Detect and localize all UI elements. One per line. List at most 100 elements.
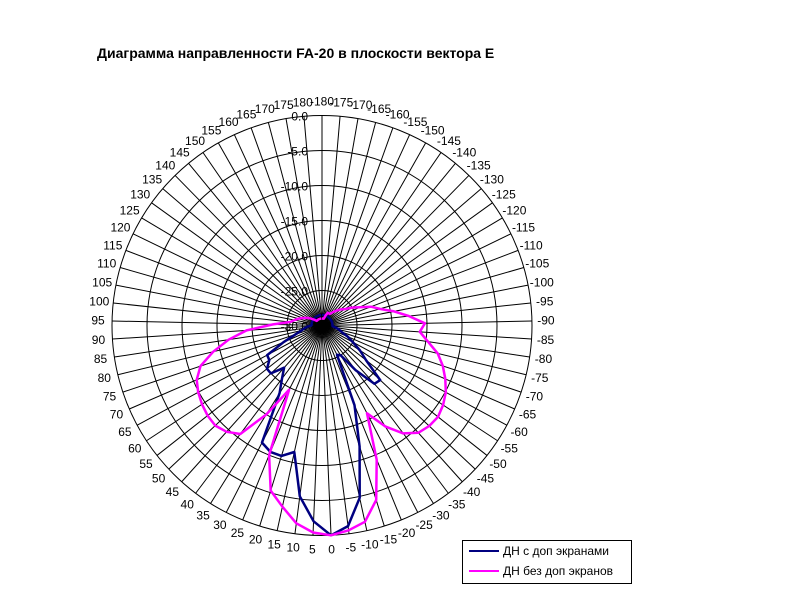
category-label: -60 xyxy=(510,425,528,439)
category-label: -65 xyxy=(519,408,537,422)
category-label: -155 xyxy=(403,115,427,129)
radial-tick-label: 0.0 xyxy=(291,110,308,124)
grid-spoke xyxy=(156,325,323,456)
category-label: -150 xyxy=(421,124,445,138)
grid-spoke xyxy=(321,325,385,527)
category-label: -75 xyxy=(531,371,549,385)
grid-spoke xyxy=(321,325,530,358)
category-label: 0 xyxy=(328,542,335,556)
radial-tick-label: -10.0 xyxy=(281,180,309,194)
category-label: 160 xyxy=(219,115,239,129)
grid-spoke xyxy=(202,152,323,326)
grid-spoke xyxy=(321,163,456,326)
grid-spoke xyxy=(233,134,323,326)
grid-spoke xyxy=(294,325,323,534)
grid-spoke xyxy=(115,284,323,326)
category-label: -145 xyxy=(437,134,461,148)
category-label: -105 xyxy=(525,257,549,271)
category-label: -165 xyxy=(367,102,391,116)
category-label: 55 xyxy=(139,457,153,471)
grid-spoke xyxy=(321,122,377,326)
category-label: -170 xyxy=(348,98,372,112)
grid-spoke xyxy=(242,325,323,521)
grid-spoke xyxy=(125,249,323,326)
category-label: -15 xyxy=(380,532,398,546)
category-label: -85 xyxy=(537,333,555,347)
category-label: -180 xyxy=(310,95,334,109)
radial-tick-label: -5.0 xyxy=(287,145,308,159)
grid-spoke xyxy=(321,325,350,534)
category-label: 95 xyxy=(91,314,105,328)
grid-spoke xyxy=(321,233,512,326)
category-label: 60 xyxy=(128,441,142,455)
category-label: 5 xyxy=(309,542,316,556)
category-label: -140 xyxy=(452,146,476,160)
category-label: 175 xyxy=(274,98,294,112)
category-label: -90 xyxy=(537,314,555,328)
category-label: 10 xyxy=(286,541,300,555)
grid-spoke xyxy=(321,325,476,470)
category-label: 90 xyxy=(92,333,106,347)
category-label: -135 xyxy=(467,158,491,172)
category-label: -100 xyxy=(530,275,554,289)
grid-spoke xyxy=(321,152,442,326)
grid-spoke xyxy=(321,325,463,483)
grid-spoke xyxy=(321,325,419,513)
category-label: 155 xyxy=(201,124,221,138)
grid-spoke xyxy=(321,267,524,326)
grid-spoke xyxy=(321,325,522,393)
category-label: -175 xyxy=(329,95,353,109)
grid-spoke xyxy=(168,325,323,470)
category-label: 145 xyxy=(170,146,190,160)
grid-spoke xyxy=(151,202,323,326)
legend-swatch xyxy=(469,550,499,552)
category-label: -25 xyxy=(415,518,433,532)
grid-spoke xyxy=(321,325,402,521)
grid-spoke xyxy=(217,142,323,326)
grid-spoke xyxy=(195,325,323,494)
category-label: 65 xyxy=(118,425,132,439)
grid-spoke xyxy=(321,325,332,536)
category-label: 135 xyxy=(142,172,162,186)
category-label: 165 xyxy=(236,108,256,122)
legend-swatch xyxy=(469,570,499,572)
grid-spoke xyxy=(321,325,532,340)
grid-spoke xyxy=(321,325,527,376)
grid-spoke xyxy=(321,325,498,442)
grid-spoke xyxy=(112,320,323,326)
grid-spoke xyxy=(250,127,323,326)
category-label: -20 xyxy=(398,526,416,540)
category-label: 15 xyxy=(267,537,281,551)
category-label: -5 xyxy=(346,541,357,555)
grid-spoke xyxy=(174,175,323,326)
category-label: -120 xyxy=(502,204,526,218)
category-label: 100 xyxy=(89,294,109,308)
radial-tick-label: -20.0 xyxy=(281,250,309,264)
legend-label: ДН без доп экранов xyxy=(503,564,614,578)
category-label: -160 xyxy=(386,108,410,122)
category-label: -50 xyxy=(489,457,507,471)
grid-spoke xyxy=(188,163,323,326)
grid-spoke xyxy=(162,188,323,326)
category-label: -10 xyxy=(361,537,379,551)
category-label: 80 xyxy=(98,371,112,385)
category-label: -125 xyxy=(492,188,516,202)
grid-spoke xyxy=(321,142,427,326)
category-label: 110 xyxy=(97,257,116,271)
radial-tick-label: -25.0 xyxy=(281,285,309,299)
category-label: -95 xyxy=(536,294,554,308)
grid-spoke xyxy=(136,325,323,426)
grid-spoke xyxy=(321,325,449,494)
grid-spoke xyxy=(141,217,323,326)
grid-spoke xyxy=(321,325,488,456)
grid-spoke xyxy=(132,233,323,326)
grid-spoke xyxy=(120,267,323,326)
category-label: -110 xyxy=(520,238,543,252)
category-label: 30 xyxy=(213,518,227,532)
grid-spoke xyxy=(112,325,323,340)
legend: ДН с доп экранами ДН без доп экранов xyxy=(462,540,632,584)
category-label: 120 xyxy=(110,221,130,235)
category-label: 180 xyxy=(293,95,313,109)
grid-spoke xyxy=(321,118,359,326)
